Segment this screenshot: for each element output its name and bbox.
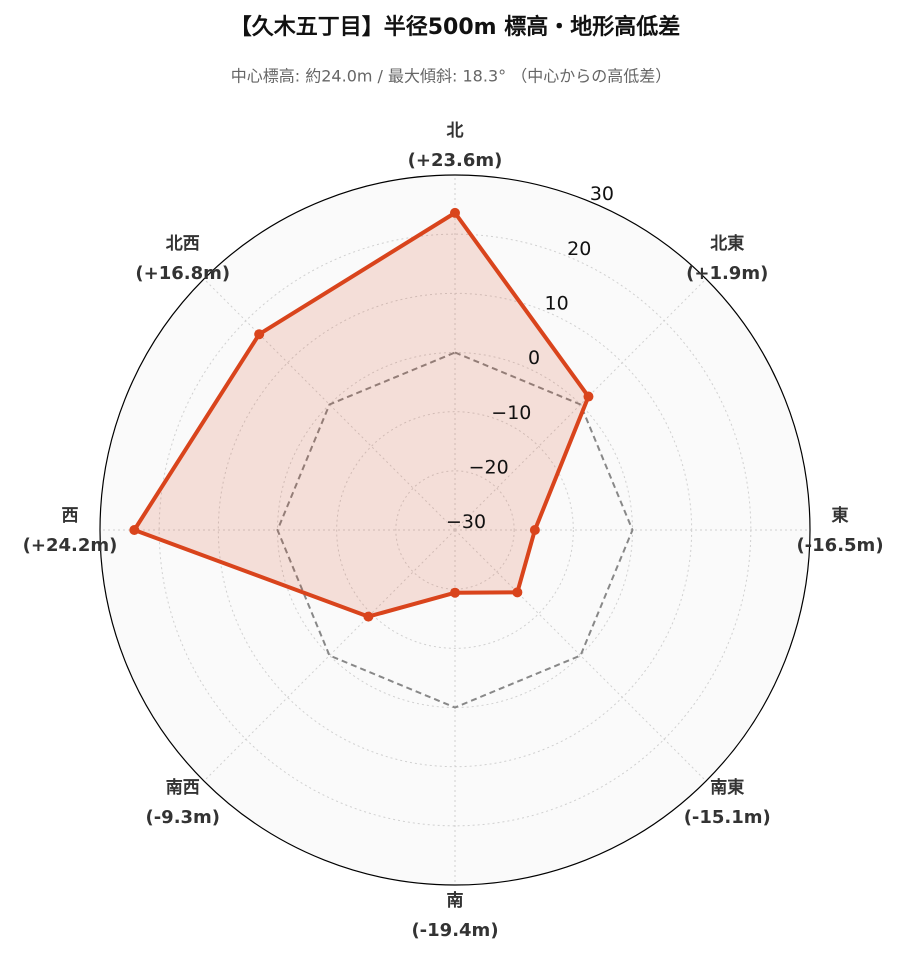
r-tick-label: −30 — [446, 511, 486, 533]
r-tick-label: 20 — [567, 238, 591, 260]
category-label: 北東 — [710, 233, 744, 254]
category-label: 北西 — [166, 234, 200, 254]
category-label: 西 — [62, 506, 79, 526]
r-tick-label: 10 — [545, 292, 569, 314]
data-point — [129, 525, 140, 535]
spoke — [454, 278, 707, 531]
value-label: (+24.2m) — [23, 535, 118, 556]
r-tick-label: 30 — [590, 183, 614, 205]
spoke — [454, 529, 707, 782]
value-label: (+23.6m) — [408, 150, 503, 171]
reference-line — [276, 351, 634, 709]
outer-ring — [99, 174, 811, 886]
chart-subtitle: 中心標高: 約24.0m / 最大傾斜: 18.3° （中心からの高低差） — [231, 67, 671, 86]
category-label: 南西 — [166, 777, 200, 798]
value-label: (-16.5m) — [796, 535, 883, 556]
r-tick-label: −20 — [469, 456, 509, 478]
value-label: (-19.4m) — [411, 920, 498, 941]
spoke — [203, 529, 456, 782]
value-label: (+16.8m) — [135, 263, 230, 284]
data-point — [254, 329, 265, 340]
grid-circle — [395, 470, 515, 590]
data-point — [363, 611, 374, 622]
data-point — [583, 391, 594, 402]
data-point — [450, 207, 460, 218]
value-label: (-15.1m) — [684, 807, 771, 828]
category-label: 北 — [447, 121, 464, 141]
category-label: 南東 — [710, 777, 744, 798]
data-point — [450, 587, 460, 598]
category-label: 南 — [447, 890, 464, 911]
spoke — [203, 278, 456, 531]
category-label: 東 — [832, 505, 849, 526]
r-tick-label: −10 — [491, 402, 531, 424]
value-label: (-9.3m) — [145, 807, 220, 828]
data-point — [529, 525, 540, 535]
grid-circle — [336, 411, 574, 649]
data-point — [512, 587, 523, 598]
r-tick-label: 0 — [528, 347, 540, 369]
value-label: (+1.9m) — [686, 263, 768, 284]
chart-title: 【久木五丁目】半径500m 標高・地形高低差 — [230, 14, 681, 40]
